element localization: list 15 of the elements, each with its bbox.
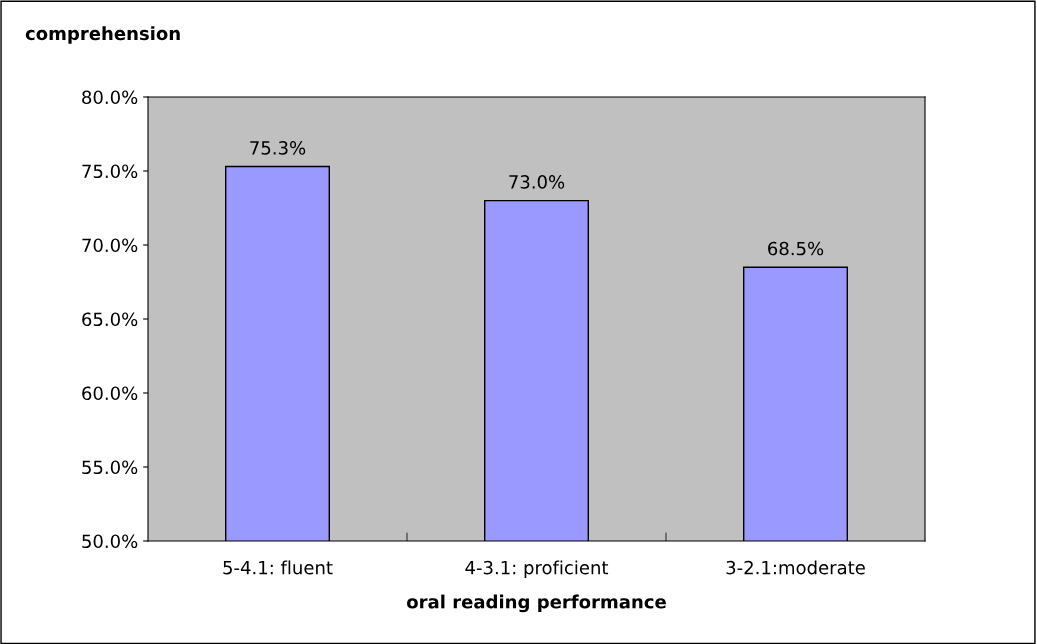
- y-tick-label: 70.0%: [82, 238, 138, 253]
- data-label: 73.0%: [509, 175, 565, 189]
- y-tick-label: 60.0%: [82, 386, 138, 401]
- y-axis-title: comprehension: [25, 26, 180, 44]
- x-tick-label: 3-2.1:moderate: [726, 560, 865, 575]
- data-label: 75.3%: [250, 141, 306, 155]
- y-tick-label: 55.0%: [82, 460, 138, 475]
- y-tick-label: 75.0%: [82, 164, 138, 179]
- y-tick-label: 50.0%: [82, 534, 138, 549]
- y-tick-label: 80.0%: [82, 90, 138, 105]
- y-tick-label: 65.0%: [82, 312, 138, 327]
- x-tick-label: 4-3.1: proficient: [465, 560, 609, 578]
- x-axis-title: oral reading performance: [407, 594, 666, 613]
- x-tick-label: 5-4.1: fluent: [223, 560, 333, 575]
- data-label: 68.5%: [768, 241, 824, 256]
